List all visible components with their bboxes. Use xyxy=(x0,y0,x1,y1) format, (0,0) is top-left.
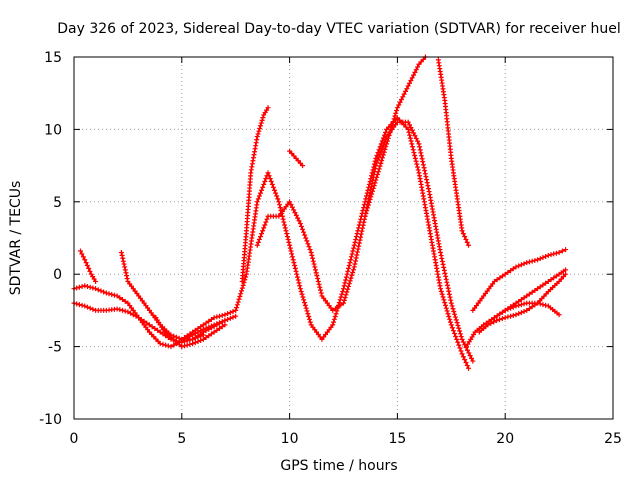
x-axis-label: GPS time / hours xyxy=(280,458,397,474)
series-markers xyxy=(470,247,569,313)
series-satellite-track-2 xyxy=(71,300,228,345)
series-markers xyxy=(77,248,99,284)
y-tick-label: -5 xyxy=(48,340,62,356)
x-tick-label: 5 xyxy=(177,431,186,447)
y-tick-label: 10 xyxy=(44,122,62,138)
series-satellite-track-10 xyxy=(362,54,428,219)
series-satellite-track-9 xyxy=(287,148,306,169)
series-satellite-track-6 xyxy=(179,115,472,371)
series-satellite-track-3 xyxy=(77,248,99,284)
series-markers xyxy=(239,105,271,284)
series-line xyxy=(181,117,470,369)
axis-ticks: 0 5 10 15 20 25 -10 -5 0 5 10 15 xyxy=(39,50,622,447)
series-line xyxy=(79,250,97,282)
plot-frame xyxy=(73,56,614,420)
grid xyxy=(74,57,613,419)
x-tick-label: 0 xyxy=(70,431,79,447)
series-markers xyxy=(435,57,472,248)
y-axis-label: SDTVAR / TECUs xyxy=(8,181,24,296)
series-markers xyxy=(179,115,472,371)
series-satellite-track-12 xyxy=(470,247,569,313)
x-tick-label: 15 xyxy=(388,431,406,447)
y-tick-label: -10 xyxy=(39,412,62,428)
series-markers xyxy=(153,315,228,350)
series-satellite-track-14 xyxy=(476,271,569,335)
x-tick-label: 25 xyxy=(604,431,622,447)
x-tick-label: 20 xyxy=(496,431,514,447)
series-markers xyxy=(476,271,569,335)
series-markers xyxy=(362,54,428,219)
y-tick-label: 0 xyxy=(53,267,62,283)
series-satellite-track-15 xyxy=(491,300,562,321)
chart-title: Day 326 of 2023, Sidereal Day-to-day VTE… xyxy=(57,21,620,37)
series-satellite-track-11 xyxy=(435,57,472,248)
series-satellite-track-5 xyxy=(153,315,228,350)
x-tick-label: 10 xyxy=(281,431,299,447)
data-series xyxy=(71,54,569,371)
y-tick-label: 15 xyxy=(44,50,62,66)
series-markers xyxy=(491,300,562,321)
series-satellite-track-7 xyxy=(239,105,271,284)
series-markers xyxy=(287,148,306,169)
series-line xyxy=(241,107,269,282)
y-tick-label: 5 xyxy=(53,195,62,211)
